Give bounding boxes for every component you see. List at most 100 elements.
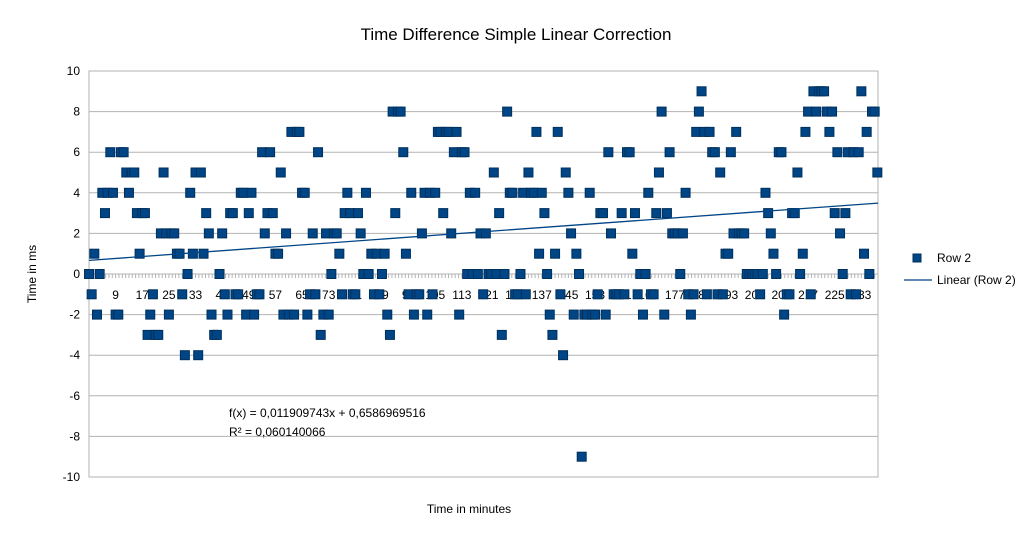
data-point <box>598 208 609 219</box>
data-point <box>169 228 180 239</box>
data-point <box>355 228 366 239</box>
y-axis-label: Time in ms <box>25 245 39 303</box>
data-point <box>337 289 348 300</box>
data-point <box>760 187 771 198</box>
data-point <box>177 289 188 300</box>
data-point <box>829 208 840 219</box>
data-point <box>379 248 390 259</box>
data-point <box>664 147 675 158</box>
data-point <box>427 289 438 300</box>
data-point <box>853 147 864 158</box>
data-point <box>643 187 654 198</box>
data-point <box>571 248 582 259</box>
data-point <box>576 451 587 462</box>
data-point <box>451 126 462 137</box>
data-point <box>539 208 550 219</box>
data-point <box>227 208 238 219</box>
data-point <box>249 309 260 320</box>
data-point <box>129 167 140 178</box>
data-point <box>302 309 313 320</box>
data-point <box>502 106 513 117</box>
data-point <box>685 309 696 320</box>
data-point <box>195 167 206 178</box>
data-point <box>555 289 566 300</box>
data-point <box>627 248 638 259</box>
x-tick-label: 57 <box>269 288 283 302</box>
data-point <box>222 309 233 320</box>
x-axis-label: Time in minutes <box>427 502 511 516</box>
data-point <box>560 167 571 178</box>
data-point <box>653 167 664 178</box>
data-point <box>544 309 555 320</box>
data-point <box>123 187 134 198</box>
y-axis-ticks: 10 8 6 4 2 0 -2 -4 -6 -8 -10 <box>63 64 81 484</box>
data-point <box>360 187 371 198</box>
data-point <box>382 309 393 320</box>
data-point <box>629 208 640 219</box>
data-point <box>472 269 483 279</box>
data-point <box>637 309 648 320</box>
data-point <box>550 248 561 259</box>
legend-marker-row-2 <box>912 253 922 263</box>
data-point <box>153 329 164 340</box>
data-point <box>819 86 830 97</box>
data-point <box>414 289 425 300</box>
data-point <box>811 106 822 117</box>
trendline-equation: f(x) = 0,011909743x + 0,6586969516 <box>229 406 426 420</box>
data-point <box>856 86 867 97</box>
data-point <box>398 147 409 158</box>
data-point <box>158 167 169 178</box>
y-tick-label: 6 <box>73 145 80 159</box>
data-point <box>648 289 659 300</box>
data-point <box>352 208 363 219</box>
data-point <box>832 147 843 158</box>
data-point <box>454 309 465 320</box>
trendline-r-squared: R² = 0,060140066 <box>229 425 326 439</box>
data-point <box>701 289 712 300</box>
data-point <box>515 269 526 279</box>
data-point <box>784 289 795 300</box>
data-point <box>422 309 433 320</box>
data-point <box>715 167 726 178</box>
data-point <box>219 289 230 300</box>
data-point <box>552 126 563 137</box>
data-point <box>390 208 401 219</box>
data-point <box>632 289 643 300</box>
data-point <box>206 309 217 320</box>
data-point <box>797 248 808 259</box>
data-point <box>675 269 686 279</box>
data-point <box>294 126 305 137</box>
data-point <box>693 106 704 117</box>
data-point <box>275 167 286 178</box>
data-point <box>105 147 116 158</box>
data-point <box>568 309 579 320</box>
x-tick-label: 113 <box>452 288 471 302</box>
data-point <box>547 329 558 340</box>
data-point <box>827 106 838 117</box>
data-point <box>725 147 736 158</box>
data-point <box>478 289 489 300</box>
data-point <box>374 289 385 300</box>
data-point <box>89 248 100 259</box>
data-point <box>861 126 872 137</box>
data-point <box>326 269 337 279</box>
data-point <box>795 269 806 279</box>
data-point <box>281 228 292 239</box>
trendline <box>88 202 879 262</box>
data-point <box>661 208 672 219</box>
y-tick-label: -6 <box>69 389 80 403</box>
data-point <box>267 208 278 219</box>
data-point <box>659 309 670 320</box>
y-tick-label: -4 <box>69 348 80 362</box>
data-point <box>542 269 553 279</box>
series-row-2-points <box>84 86 883 462</box>
data-point <box>688 289 699 300</box>
data-point <box>640 269 651 279</box>
x-tick-label: 225 <box>825 288 845 302</box>
data-point <box>536 187 547 198</box>
data-point <box>768 248 779 259</box>
y-tick-label: 10 <box>67 64 81 78</box>
data-point <box>755 289 766 300</box>
data-point <box>118 147 129 158</box>
